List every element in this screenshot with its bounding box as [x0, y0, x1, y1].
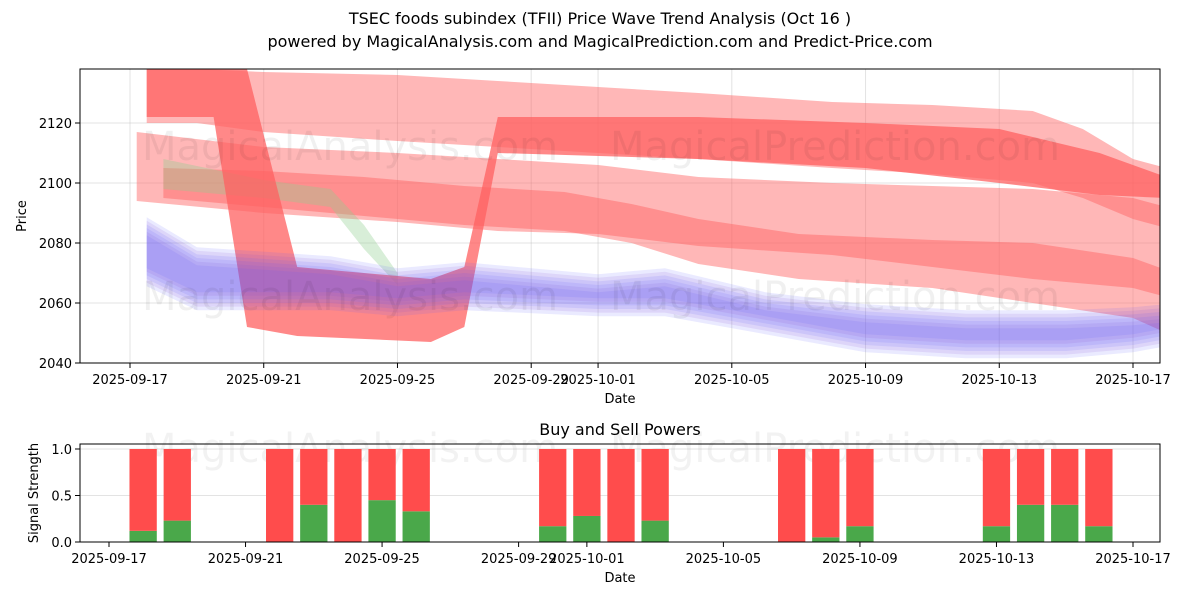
blue-wave-band [146, 235, 1160, 359]
sell-bar [1016, 449, 1045, 505]
main-ytick-label: 2080 [39, 237, 72, 252]
main-xtick-label: 2025-09-17 [92, 373, 168, 388]
main-ytick-label: 2120 [39, 117, 72, 132]
buy-bar [573, 515, 601, 542]
buy-bar [812, 537, 840, 542]
main-axes: 2040 2060 2080 2100 2120 2025-09-17 2025-09-21… [39, 117, 1171, 388]
buy-bar [163, 520, 191, 542]
buy-bar [982, 526, 1011, 542]
blue-wave-band [146, 224, 1160, 348]
main-bands [136, 69, 1160, 359]
main-xtick-label: 2025-10-01 [560, 373, 636, 388]
blue-wave-band [146, 217, 1160, 341]
main-plot-frame [79, 68, 1161, 364]
main-xtick-label: 2025-10-17 [1095, 373, 1171, 388]
buy-bar [846, 526, 874, 542]
bar-xtick-label: 2025-10-09 [822, 552, 898, 567]
sell-bar [778, 449, 806, 542]
main-xtick-label: 2025-09-21 [226, 373, 302, 388]
blue-wave-band [146, 231, 1160, 355]
bar-xtick-label: 2025-09-21 [208, 552, 284, 567]
blue-wave-band [146, 220, 1160, 344]
sell-bar [573, 449, 601, 516]
main-ytick-label: 2060 [39, 297, 72, 312]
bar-axes: 0.0 0.5 1.0 2025-09-17 2025-09-21 2025-09-25 2… [51, 443, 1170, 567]
sell-bar [266, 449, 294, 542]
main-xtick-label: 2025-10-09 [828, 373, 904, 388]
buy-bar [300, 504, 328, 542]
sell-bar [402, 449, 430, 512]
bar-xtick-label: 2025-09-29 [481, 552, 557, 567]
red-wave-2-band [136, 132, 1160, 296]
red-drop-1-band [146, 69, 1160, 342]
bar-xtick-label: 2025-10-17 [1095, 552, 1171, 567]
sell-bar [300, 449, 328, 505]
watermark-2: MagicalPrediction.com [610, 124, 1060, 170]
watermark-3: MagicalAnalysis.com [142, 274, 558, 320]
main-ytick-label: 2100 [39, 177, 72, 192]
buy-bar [368, 500, 396, 542]
main-xtick-label: 2025-09-25 [360, 373, 436, 388]
main-xtick-label: 2025-10-05 [694, 373, 770, 388]
buy-bar [1016, 504, 1045, 542]
sell-bar [1051, 449, 1079, 505]
bar-xtick-label: 2025-10-05 [686, 552, 762, 567]
bar-xlabel: Date [604, 571, 635, 586]
main-xtick-label: 2025-10-13 [961, 373, 1037, 388]
bar-xtick-label: 2025-09-25 [344, 552, 420, 567]
buy-bar [641, 520, 669, 542]
sell-bar [129, 449, 157, 531]
red-wave-3-band [163, 168, 1160, 331]
main-ytick-label: 2040 [39, 357, 72, 372]
bars [129, 449, 1113, 542]
sell-bar [334, 449, 362, 542]
green-wave-band [163, 159, 398, 285]
sell-bar [982, 449, 1011, 527]
watermark-1: MagicalAnalysis.com [142, 124, 558, 170]
main-xlabel: Date [604, 392, 635, 407]
bar-ytick-label: 1.0 [51, 443, 72, 458]
sell-bar [812, 449, 840, 538]
buy-bar [539, 526, 567, 542]
buy-bar [1085, 526, 1113, 542]
main-xtick-label: 2025-09-29 [493, 373, 569, 388]
chart-title: TSEC foods subindex (TFII) Price Wave Tr… [348, 9, 852, 28]
bar-ytick-label: 0.5 [51, 490, 72, 505]
bar-ylabel: Signal Strength [27, 443, 42, 543]
sell-bar [539, 449, 567, 527]
bar-xtick-label: 2025-10-13 [959, 552, 1035, 567]
buy-bar [1051, 504, 1079, 542]
bar-plot-frame [79, 443, 1161, 543]
bar-xtick-label: 2025-10-01 [549, 552, 625, 567]
main-ylabel: Price [15, 200, 30, 232]
sell-bar [641, 449, 669, 521]
chart-subtitle: powered by MagicalAnalysis.com and Magic… [267, 32, 933, 51]
sell-bar [1085, 449, 1113, 527]
sell-bar [607, 449, 635, 542]
blue-wave-band [146, 228, 1160, 351]
bar-ytick-label: 0.0 [51, 536, 72, 551]
buy-bar [129, 530, 157, 542]
bar-xtick-label: 2025-09-17 [71, 552, 147, 567]
watermark-4: MagicalPrediction.com [610, 274, 1060, 320]
bar-chart-title: Buy and Sell Powers [539, 420, 701, 439]
sell-bar [368, 449, 396, 501]
buy-bar [402, 511, 430, 542]
sell-bar [846, 449, 874, 527]
sell-bar [163, 449, 191, 521]
